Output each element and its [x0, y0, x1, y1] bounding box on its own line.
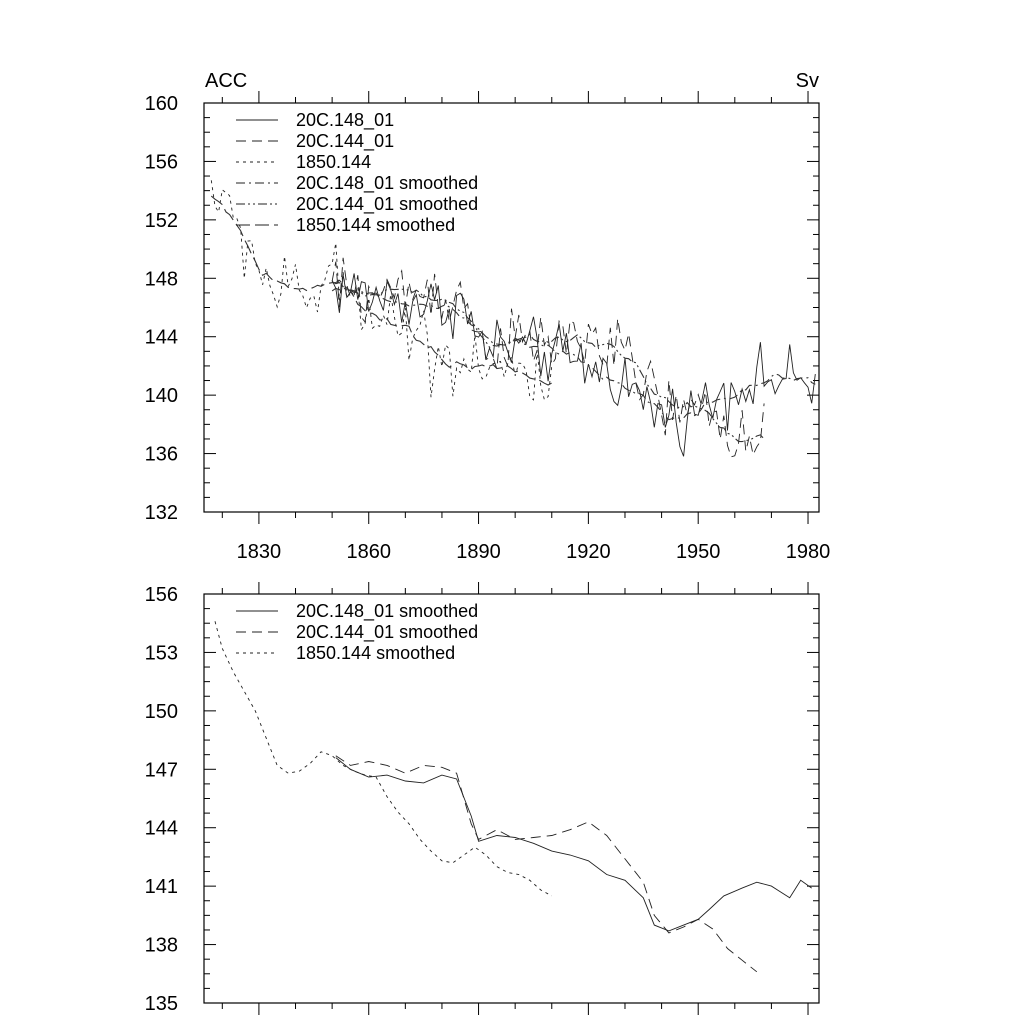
x-tick-label: 1890 — [456, 541, 501, 563]
x-tick-label: 1950 — [676, 541, 721, 563]
series-line-20c-148-01 — [331, 273, 816, 457]
legend-label: 20C.144_01 smoothed — [296, 194, 478, 215]
y-tick-label: 144 — [145, 327, 178, 349]
y-tick-label: 152 — [145, 210, 178, 232]
y-tick-label: 140 — [145, 385, 178, 407]
legend-label: 20C.148_01 smoothed — [296, 601, 478, 622]
legend-label: 20C.148_01 — [296, 110, 394, 131]
legend-label: 1850.144 — [296, 152, 371, 172]
x-tick-label: 1920 — [566, 541, 611, 563]
y-tick-label: 136 — [145, 444, 178, 466]
left-title: ACC — [205, 70, 247, 92]
series-line-20c-148-01-smoothed — [335, 757, 812, 932]
y-tick-label: 144 — [145, 818, 178, 840]
x-tick-label: 1830 — [237, 541, 282, 563]
y-tick-label: 160 — [145, 93, 178, 115]
top-chart-panel: 132 136 140 144 148 152 156 160 1830 1860 1890 1920… — [145, 70, 831, 563]
y-tick-label: 150 — [145, 701, 178, 723]
y-tick-label: 156 — [145, 584, 178, 606]
series-line-20c-144-01-smoothed — [335, 755, 758, 973]
x-tick-label: 1980 — [786, 541, 831, 563]
series-line-1850-144 — [210, 180, 553, 401]
series-line-20c-144-01 — [331, 257, 765, 458]
y-tick-label: 156 — [145, 151, 178, 173]
series-line-20c-144-01-smoothed — [331, 281, 765, 443]
y-tick-label: 148 — [145, 268, 178, 290]
legend-label: 20C.144_01 — [296, 131, 394, 152]
y-tick-label: 153 — [145, 642, 178, 664]
right-title-units: Sv — [796, 70, 819, 92]
legend-label: 1850.144 smoothed — [296, 643, 455, 663]
x-tick-label: 1860 — [346, 541, 391, 563]
legend-label: 20C.148_01 smoothed — [296, 173, 478, 194]
y-tick-label: 132 — [145, 502, 178, 524]
y-tick-label: 135 — [145, 993, 178, 1015]
y-tick-label: 138 — [145, 935, 178, 957]
series-line-1850-144-smoothed — [214, 621, 553, 897]
series-line-1850-144-smoothed — [210, 195, 553, 386]
y-tick-label: 141 — [145, 876, 178, 898]
legend-label: 1850.144 smoothed — [296, 215, 455, 235]
series-line-20c-148-01-smoothed — [331, 287, 816, 421]
bottom-chart-panel: 135 138 141 144 147 150 153 156 20C.148_01 smoot… — [145, 582, 820, 1015]
legend-label: 20C.144_01 smoothed — [296, 622, 478, 643]
y-tick-label: 147 — [145, 759, 178, 781]
